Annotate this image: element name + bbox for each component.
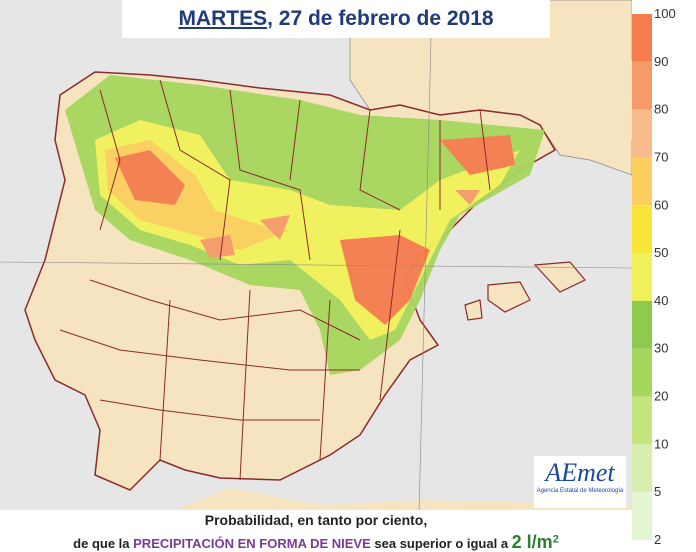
legend-label: 50 <box>654 245 668 260</box>
graticule <box>0 0 632 552</box>
legend-band <box>632 348 652 397</box>
legend-band <box>632 14 652 62</box>
legend-band <box>632 444 652 493</box>
legend-label: 10 <box>654 436 668 451</box>
legend: 100 90 80 70 60 50 40 30 20 10 5 2 <box>632 0 696 552</box>
legend-label: 80 <box>654 102 668 117</box>
legend-label: 90 <box>654 54 668 69</box>
legend-label: 2 <box>654 532 661 547</box>
logo-brand: AEmet <box>545 458 615 487</box>
title-date: , 27 de febrero de 2018 <box>267 7 494 30</box>
legend-label: 20 <box>654 389 668 404</box>
legend-label: 5 <box>654 484 661 499</box>
province-borders <box>59 79 491 481</box>
title-day: MARTES <box>178 7 268 30</box>
caption-amount: 2 l/m <box>511 532 553 552</box>
map <box>0 0 632 552</box>
legend-label: 100 <box>654 6 676 21</box>
legend-band <box>632 157 652 206</box>
legend-label: 60 <box>654 197 668 212</box>
legend-band <box>632 300 652 349</box>
legend-label: 70 <box>654 149 668 164</box>
caption-line1: Probabilidad, en tanto por ciento, <box>204 512 428 528</box>
caption-highlight: PRECIPITACIÓN EN FORMA DE NIEVE <box>133 536 371 551</box>
caption-middle: sea superior o igual a <box>370 536 512 551</box>
balearics <box>464 261 586 321</box>
logo: AEmet Agencia Estatal de Meteorología <box>534 456 626 508</box>
corsica <box>600 60 632 140</box>
legend-label: 40 <box>654 293 668 308</box>
caption-exponent: 2 <box>552 533 559 546</box>
caption-line2: de que la PRECIPITACIÓN EN FORMA DE NIEV… <box>0 532 632 552</box>
zone-red <box>115 135 515 325</box>
legend-band <box>632 109 652 158</box>
legend-band <box>632 205 652 254</box>
caption: Probabilidad, en tanto por ciento, de qu… <box>0 510 632 552</box>
legend-label: 30 <box>654 341 668 356</box>
legend-band <box>632 492 652 540</box>
legend-band <box>632 253 652 301</box>
zone-red-small <box>200 190 480 258</box>
logo-subtitle: Agencia Estatal de Meteorología <box>536 488 624 494</box>
legend-band <box>632 396 652 445</box>
title: MARTES, 27 de febrero de 2018 <box>122 0 550 38</box>
caption-lead: de que la <box>73 536 134 551</box>
legend-band <box>632 61 652 110</box>
